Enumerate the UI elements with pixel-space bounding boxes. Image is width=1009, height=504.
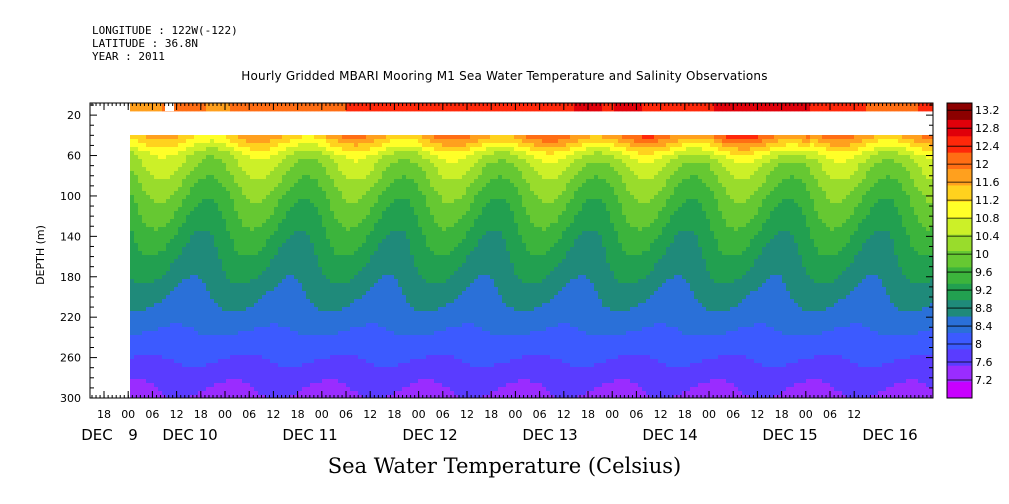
y-tick-label: 140 xyxy=(60,230,81,243)
colorbar-label: 8.4 xyxy=(975,320,993,333)
year-label: YEAR : 2011 xyxy=(92,50,165,63)
x-tick-label: 00 xyxy=(702,408,716,421)
y-tick-label: 60 xyxy=(67,150,81,163)
x-day-label: DEC 15 xyxy=(762,426,817,444)
y-tick-label: 220 xyxy=(60,311,81,324)
colorbar-label: 7.6 xyxy=(975,356,993,369)
colorbar-swatch xyxy=(947,201,972,219)
y-tick-label: 20 xyxy=(67,109,81,122)
x-tick-label: 12 xyxy=(363,408,377,421)
x-tick-label: 00 xyxy=(218,408,232,421)
colorbar-label: 8 xyxy=(975,338,982,351)
y-tick-label: 100 xyxy=(60,190,81,203)
colorbar-swatch xyxy=(947,217,972,235)
colorbar-swatch xyxy=(947,266,972,284)
x-day-label: DEC xyxy=(81,426,113,444)
x-tick-label: 18 xyxy=(484,408,498,421)
colorbar-swatch xyxy=(947,234,972,251)
x-tick-label: 18 xyxy=(194,408,208,421)
colorbar-label: 13.2 xyxy=(975,104,1000,117)
heatmap-field xyxy=(130,103,933,398)
x-tick-label: 12 xyxy=(750,408,764,421)
x-tick-label: 18 xyxy=(581,408,595,421)
colorbar-label: 12.8 xyxy=(975,122,1000,135)
x-tick-label: 12 xyxy=(847,408,861,421)
y-tick-label: 300 xyxy=(60,392,81,405)
colorbar-swatch xyxy=(947,348,972,366)
colorbar-label: 12.4 xyxy=(975,140,1000,153)
x-day-label: DEC 14 xyxy=(642,426,697,444)
colorbar-swatch xyxy=(947,332,972,350)
x-tick-label: 12 xyxy=(654,408,668,421)
colorbar-swatch xyxy=(947,381,972,399)
x-tick-label: 12 xyxy=(266,408,280,421)
x-day-label: DEC 11 xyxy=(282,426,337,444)
x-tick-label: 06 xyxy=(726,408,740,421)
x-tick-label: 12 xyxy=(170,408,184,421)
x-axis: 18 00 06 12 18 00 06 12 18 00 06 12 18 00 06 12 18 00 06 12… xyxy=(81,103,932,444)
x-tick-label: 18 xyxy=(387,408,401,421)
x-tick-label: 00 xyxy=(412,408,426,421)
x-tick-label: 00 xyxy=(121,408,135,421)
colorbar-label: 10.4 xyxy=(975,230,1000,243)
x-tick-label: 06 xyxy=(436,408,450,421)
colorbar: 7.2 7.6 8 8.4 8.8 9.2 9.6 10 10.4 10.8 11.2 11.6 12 1… xyxy=(946,102,1000,399)
colorbar-label: 12 xyxy=(975,158,989,171)
x-tick-label: 12 xyxy=(557,408,571,421)
colorbar-swatch xyxy=(947,184,972,202)
chart-title: Hourly Gridded MBARI Mooring M1 Sea Wate… xyxy=(241,69,768,83)
x-tick-label: 00 xyxy=(315,408,329,421)
colorbar-swatch xyxy=(947,168,972,186)
x-tick-label: 18 xyxy=(775,408,789,421)
colorbar-label: 10.8 xyxy=(975,212,1000,225)
x-day-label: DEC 10 xyxy=(162,426,217,444)
y-tick-label: 260 xyxy=(60,352,81,365)
colorbar-swatch xyxy=(947,316,972,333)
colorbar-label: 7.2 xyxy=(975,374,993,387)
colorbar-swatch xyxy=(947,365,972,383)
x-day-label: DEC 13 xyxy=(522,426,577,444)
colorbar-label: 8.8 xyxy=(975,302,993,315)
x-tick-label: 18 xyxy=(97,408,111,421)
x-axis-title: Sea Water Temperature (Celsius) xyxy=(327,454,682,478)
x-tick-label: 18 xyxy=(678,408,692,421)
colorbar-label: 9.6 xyxy=(975,266,993,279)
colorbar-swatch xyxy=(947,103,972,120)
y-axis-title: DEPTH (m) xyxy=(34,225,47,285)
x-tick-label: 06 xyxy=(145,408,159,421)
longitude-label: LONGITUDE : 122W(-122) xyxy=(92,24,238,37)
colorbar-label: 11.2 xyxy=(975,194,1000,207)
y-axis: 20 60 100 140 180 220 260 300 xyxy=(60,104,933,405)
x-tick-label: 00 xyxy=(605,408,619,421)
x-tick-label: 06 xyxy=(629,408,643,421)
colorbar-label: 10 xyxy=(975,248,989,261)
x-tick-label: 18 xyxy=(291,408,305,421)
x-tick-label: 06 xyxy=(242,408,256,421)
x-day-label: 9 xyxy=(128,426,138,444)
latitude-label: LATITUDE : 36.8N xyxy=(92,37,198,50)
x-tick-label: 06 xyxy=(533,408,547,421)
x-tick-label: 12 xyxy=(460,408,474,421)
x-day-label: DEC 12 xyxy=(402,426,457,444)
colorbar-swatch xyxy=(947,283,972,301)
x-day-label: DEC 16 xyxy=(862,426,917,444)
colorbar-label: 11.6 xyxy=(975,176,1000,189)
colorbar-swatch xyxy=(947,135,972,153)
colorbar-label: 9.2 xyxy=(975,284,993,297)
x-tick-label: 00 xyxy=(508,408,522,421)
x-tick-label: 00 xyxy=(799,408,813,421)
x-tick-label: 06 xyxy=(823,408,837,421)
colorbar-swatch xyxy=(947,152,972,170)
x-tick-label: 06 xyxy=(339,408,353,421)
colorbar-swatch xyxy=(947,250,972,268)
y-tick-label: 180 xyxy=(60,271,81,284)
